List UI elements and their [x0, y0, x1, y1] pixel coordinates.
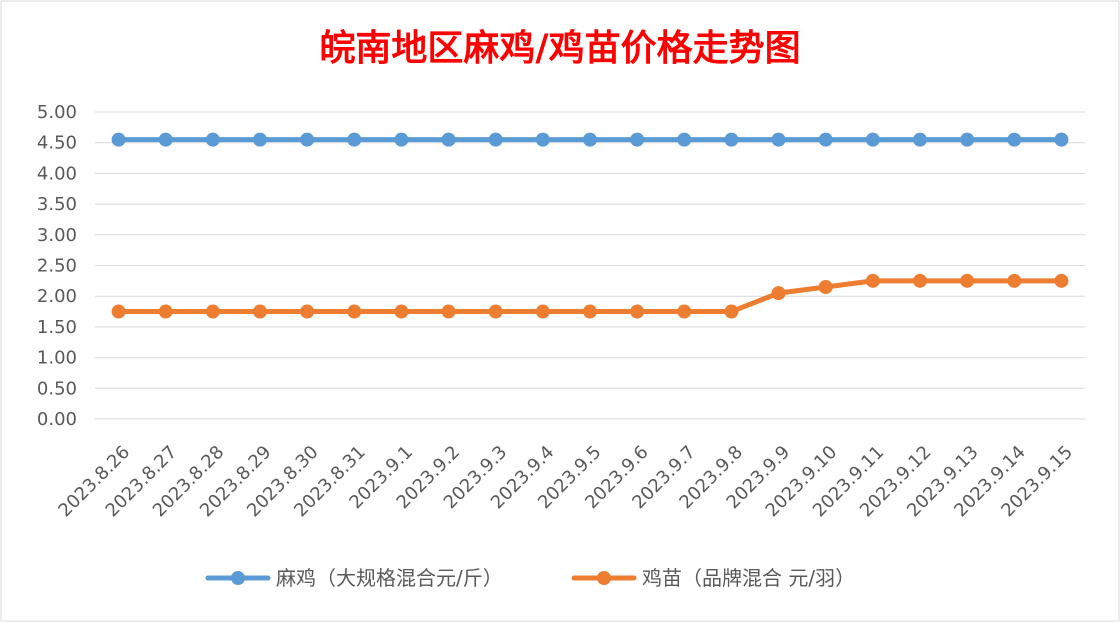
- data-point: [960, 132, 975, 147]
- y-tick-label: 1.00: [37, 348, 77, 369]
- data-point: [347, 304, 362, 319]
- data-point: [724, 304, 739, 319]
- y-axis: 0.00 0.50 1.00 1.50 2.00 2.50 3.00 3.50 4.00 4.50…: [37, 102, 77, 430]
- series-1: [111, 273, 1069, 319]
- data-point: [111, 132, 126, 147]
- data-point: [818, 132, 833, 147]
- data-point: [158, 304, 173, 319]
- data-point: [535, 304, 550, 319]
- data-point: [253, 132, 267, 147]
- data-point: [158, 132, 173, 147]
- data-point: [771, 132, 786, 147]
- data-point: [1054, 132, 1069, 147]
- series-group: [111, 132, 1069, 319]
- data-point: [960, 273, 975, 288]
- data-point: [205, 304, 220, 319]
- data-point: [488, 304, 503, 319]
- data-point: [818, 279, 833, 294]
- y-tick-label: 2.50: [37, 256, 77, 277]
- legend-item: 麻鸡（大规格混合元/斤）: [205, 566, 503, 590]
- legend-swatch-marker: [231, 571, 245, 585]
- data-point: [630, 132, 645, 147]
- y-tick-label: 0.50: [37, 378, 77, 399]
- data-point: [865, 132, 880, 147]
- data-point: [394, 304, 409, 319]
- legend: 麻鸡（大规格混合元/斤） 鸡苗（品牌混合 元/羽）: [205, 566, 855, 590]
- series-0: [111, 132, 1069, 147]
- data-point: [488, 132, 503, 147]
- data-point: [677, 132, 692, 147]
- y-tick-label: 3.00: [37, 225, 77, 246]
- data-point: [347, 132, 362, 147]
- legend-label: 麻鸡（大规格混合元/斤）: [276, 566, 503, 590]
- data-point: [253, 304, 267, 319]
- data-point: [1007, 273, 1022, 288]
- data-point: [724, 132, 739, 147]
- data-point: [205, 132, 220, 147]
- data-point: [394, 132, 409, 147]
- data-point: [630, 304, 645, 319]
- data-point: [1054, 273, 1069, 288]
- y-tick-label: 3.50: [37, 194, 77, 215]
- data-point: [300, 132, 315, 147]
- data-point: [441, 132, 456, 147]
- y-tick-label: 0.00: [37, 409, 77, 430]
- y-tick-label: 5.00: [37, 102, 77, 123]
- y-tick-label: 4.50: [37, 133, 77, 154]
- data-point: [583, 132, 597, 147]
- y-tick-label: 1.50: [37, 317, 77, 338]
- legend-item: 鸡苗（品牌混合 元/羽）: [571, 566, 855, 590]
- data-point: [300, 304, 315, 319]
- legend-label: 鸡苗（品牌混合 元/羽）: [642, 566, 855, 590]
- data-point: [913, 273, 927, 288]
- data-point: [677, 304, 692, 319]
- legend-swatch-marker: [597, 571, 611, 585]
- data-point: [865, 273, 880, 288]
- y-tick-label: 4.00: [37, 163, 77, 184]
- data-point: [111, 304, 126, 319]
- y-tick-label: 2.00: [37, 286, 77, 307]
- data-point: [583, 304, 597, 319]
- data-point: [441, 304, 456, 319]
- chart-title: 皖南地区麻鸡/鸡苗价格走势图: [319, 27, 800, 69]
- data-point: [771, 286, 786, 301]
- data-point: [1007, 132, 1022, 147]
- data-point: [535, 132, 550, 147]
- data-point: [913, 132, 927, 147]
